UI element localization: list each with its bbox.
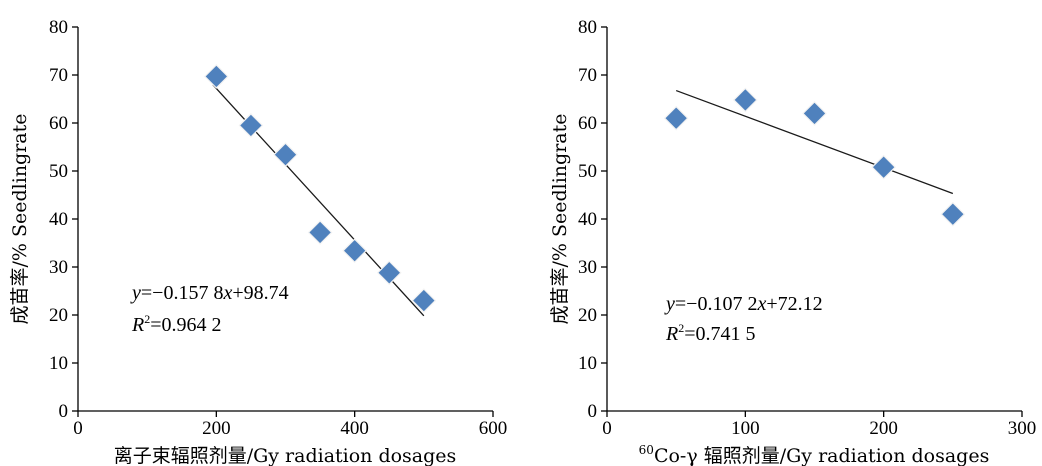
y-tick-label: 40 [49, 209, 68, 230]
x-tick-label: 200 [869, 418, 898, 439]
y-axis-title: 成苗率/% Seedlingrate [549, 113, 571, 324]
y-tick-label: 50 [578, 161, 597, 182]
y-tick-label: 10 [578, 353, 597, 374]
regression-equation: y=−0.107 2x+72.12 [664, 293, 823, 315]
y-tick-label: 40 [578, 209, 597, 230]
x-tick-label: 600 [479, 418, 508, 439]
y-tick-label: 30 [578, 257, 597, 278]
x-tick-label: 200 [202, 418, 231, 439]
x-axis-title: 离子束辐照剂量/Gy radiation dosages [114, 445, 457, 466]
chart-panel-1: 0 10 20 30 40 50 60 70 80 0 200 400 600 y=−0.157 8x+9… [9, 17, 507, 466]
equation-lhs: y [130, 282, 141, 304]
data-point [238, 113, 264, 138]
data-point [342, 238, 368, 264]
x-tick-label: 300 [1008, 418, 1037, 439]
x-axis-title: 60Co-γ 辐照剂量/Gy radiation dosages [639, 443, 990, 466]
y-axis-title: 成苗率/% Seedlingrate [9, 113, 31, 324]
data-point [203, 64, 229, 89]
equation-var: x [222, 282, 232, 304]
y-tick-label: 60 [49, 113, 68, 134]
y-tick-label: 50 [49, 161, 68, 182]
y-tick-label: 20 [578, 305, 597, 326]
y-tick-label: 0 [59, 401, 69, 422]
equation-var: x [756, 293, 766, 315]
r2-exponent: 2 [144, 312, 150, 326]
equation-coef: =−0.107 2 [675, 293, 758, 315]
x-axis-title-sup: 60 [639, 443, 654, 457]
y-tick-label: 80 [49, 17, 68, 38]
data-point [376, 260, 402, 286]
x-tick-label: 400 [340, 418, 369, 439]
equation-lhs: y [664, 293, 675, 315]
y-tick-label: 0 [588, 401, 598, 422]
y-tick-label: 10 [49, 353, 68, 374]
equation-intercept: +98.74 [232, 282, 288, 304]
r2-value: =0.741 5 [684, 323, 755, 345]
y-tick-label: 20 [49, 305, 68, 326]
r2-base: R [665, 323, 678, 345]
data-point [940, 201, 966, 227]
x-tick-label: 100 [731, 418, 760, 439]
x-tick-label: 0 [602, 418, 612, 439]
y-tick-label: 30 [49, 257, 68, 278]
r2-base: R [131, 314, 144, 336]
regression-equation: y=−0.157 8x+98.74 [130, 282, 289, 304]
r-squared: R2=0.964 2 [131, 312, 222, 336]
data-point [663, 105, 689, 131]
r2-value: =0.964 2 [150, 314, 221, 336]
data-point [871, 154, 897, 180]
y-tick-label: 70 [49, 65, 68, 86]
data-point [273, 142, 298, 168]
y-tick-label: 70 [578, 65, 597, 86]
data-point [802, 101, 827, 126]
y-tick-label: 60 [578, 113, 597, 134]
r2-exponent: 2 [678, 321, 684, 335]
data-point [732, 87, 758, 113]
data-point [307, 220, 333, 245]
trendline [675, 89, 954, 195]
r-squared: R2=0.741 5 [665, 321, 756, 345]
y-tick-label: 80 [578, 17, 597, 38]
data-point [411, 288, 437, 313]
x-tick-label: 0 [73, 418, 83, 439]
x-axis-title-main: Co-γ 辐照剂量/Gy radiation dosages [654, 445, 989, 466]
chart-panel-2: 0 10 20 30 40 50 60 70 80 0 100 200 300 y=−0.107 2x+7… [549, 17, 1036, 466]
equation-intercept: +72.12 [766, 293, 822, 315]
equation-coef: =−0.157 8 [141, 282, 224, 304]
